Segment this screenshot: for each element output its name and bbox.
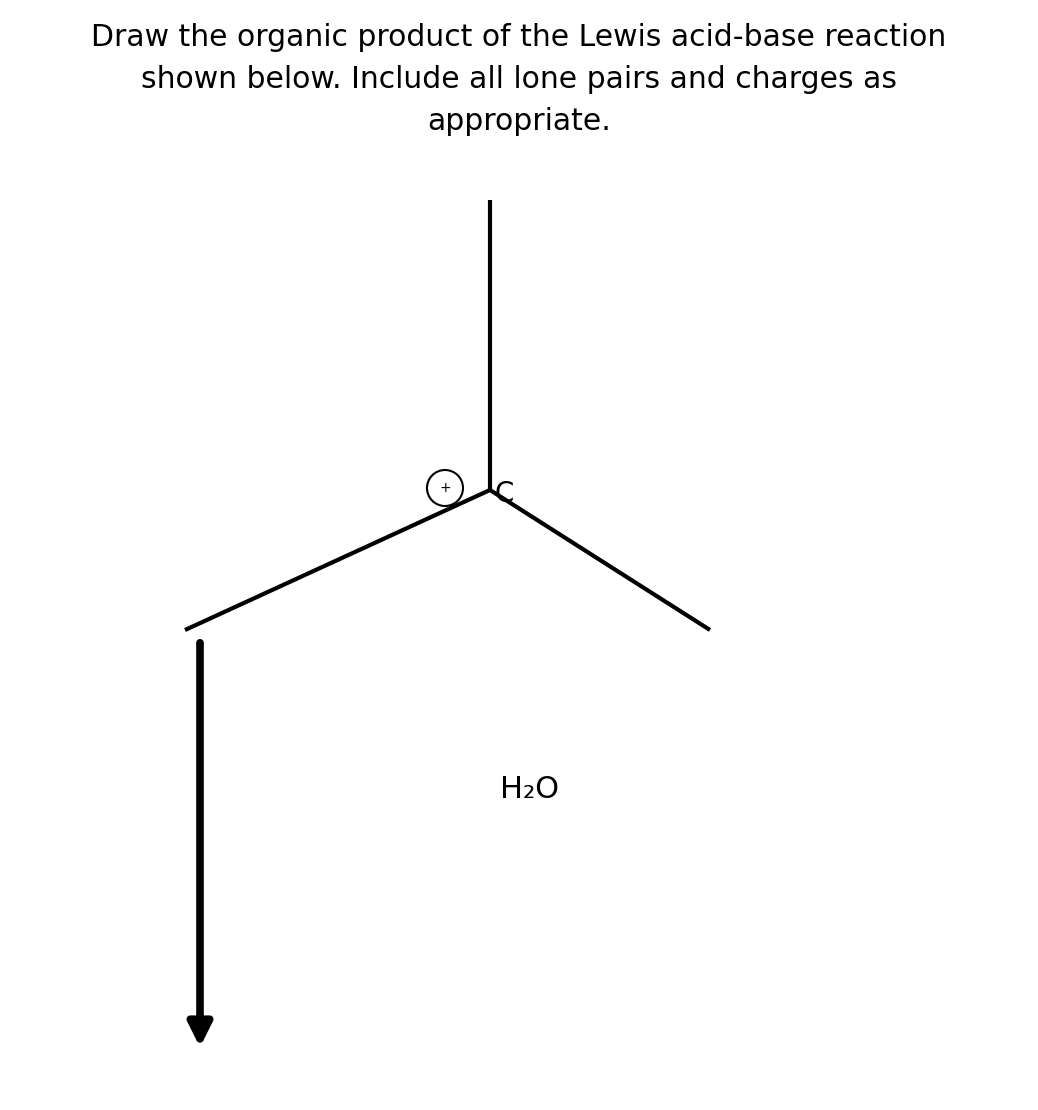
Text: shown below. Include all lone pairs and charges as: shown below. Include all lone pairs and … (141, 65, 897, 94)
Text: Draw the organic product of the Lewis acid-base reaction: Draw the organic product of the Lewis ac… (91, 23, 947, 52)
Text: C: C (495, 480, 515, 508)
Text: H₂O: H₂O (500, 776, 559, 805)
Text: +: + (439, 481, 450, 495)
Text: appropriate.: appropriate. (427, 108, 611, 137)
